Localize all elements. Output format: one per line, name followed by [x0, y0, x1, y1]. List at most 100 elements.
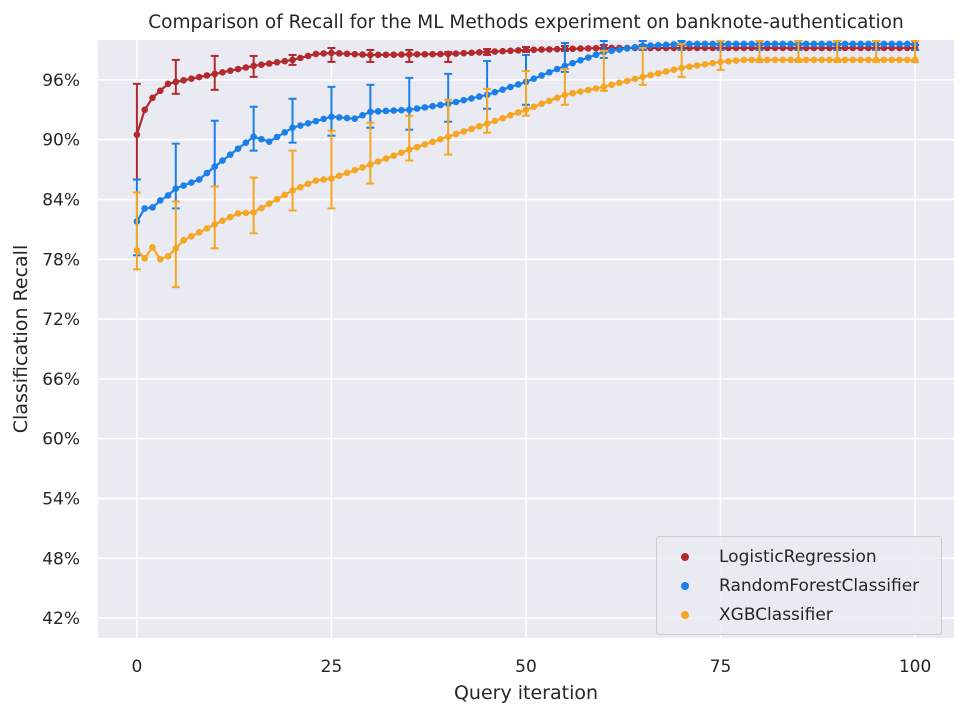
data-point [367, 51, 374, 59]
data-point [584, 45, 592, 52]
data-point [320, 176, 327, 183]
data-point [180, 76, 187, 84]
x-tick-label: 0 [131, 657, 142, 677]
data-point [258, 204, 265, 212]
data-point [592, 44, 600, 52]
data-point [180, 182, 187, 189]
data-point [188, 233, 195, 240]
data-point [763, 40, 771, 48]
data-point [312, 117, 320, 125]
x-tick-label: 75 [710, 657, 732, 677]
data-point [258, 61, 265, 69]
data-point [413, 105, 421, 112]
data-point [320, 50, 327, 57]
data-point [507, 83, 514, 91]
data-point [826, 56, 833, 64]
data-point [413, 143, 421, 151]
data-point [654, 69, 662, 77]
data-point [273, 133, 281, 141]
data-point [709, 59, 717, 67]
data-point [561, 91, 569, 99]
data-point [802, 56, 810, 64]
x-tick-label: 100 [899, 657, 931, 677]
data-point [258, 135, 265, 143]
data-point [662, 41, 670, 49]
data-point [872, 56, 880, 64]
data-point [888, 40, 896, 48]
data-point [328, 113, 335, 121]
x-tick-label: 25 [321, 657, 343, 677]
data-point [281, 129, 289, 136]
data-point [763, 56, 771, 64]
data-point [437, 101, 444, 109]
data-point [896, 56, 903, 64]
data-point [156, 87, 164, 95]
data-point [382, 51, 390, 59]
series-layer [132, 39, 920, 289]
data-point [312, 50, 320, 58]
data-point [304, 120, 312, 127]
data-point [857, 56, 864, 64]
data-point [289, 187, 296, 194]
data-point [538, 72, 545, 79]
y-tick-label: 90% [42, 131, 80, 151]
data-point [553, 45, 561, 53]
data-point [538, 100, 545, 108]
data-point [616, 46, 623, 53]
data-point [359, 111, 366, 119]
data-point [242, 209, 250, 217]
data-point [725, 40, 732, 48]
data-point [841, 56, 849, 64]
data-point [748, 56, 755, 64]
data-point [203, 169, 211, 177]
data-point [405, 146, 413, 153]
data-point [779, 40, 787, 48]
data-point [701, 40, 709, 48]
data-point [398, 149, 405, 156]
data-point [740, 56, 748, 64]
data-point [732, 57, 740, 64]
data-point [141, 106, 148, 114]
data-point [530, 103, 538, 111]
data-point [833, 56, 841, 64]
data-point [188, 179, 195, 186]
data-point [569, 45, 576, 53]
data-point [219, 217, 226, 225]
data-point [787, 56, 794, 64]
data-point [857, 40, 864, 48]
data-point [795, 56, 802, 64]
data-point [429, 50, 436, 58]
data-point [810, 40, 818, 48]
data-point [226, 213, 234, 221]
data-point [452, 130, 460, 138]
legend-item-xgbclassifier: XGBClassifier [657, 600, 941, 629]
data-point [802, 40, 810, 48]
data-point [647, 71, 654, 79]
data-point [670, 66, 678, 74]
data-point [546, 46, 553, 53]
data-point [538, 46, 545, 53]
data-point [779, 56, 787, 64]
data-point [203, 225, 211, 232]
data-point [374, 108, 382, 115]
data-point [623, 77, 631, 85]
data-point [211, 70, 219, 78]
data-point [592, 85, 600, 92]
data-point [265, 200, 273, 207]
data-point [250, 62, 257, 70]
data-point [483, 120, 491, 128]
data-point [654, 41, 662, 49]
data-point [250, 209, 257, 216]
data-point [219, 157, 226, 164]
data-point [569, 89, 576, 97]
data-point [717, 58, 724, 66]
data-point [499, 47, 506, 55]
data-point [398, 106, 405, 114]
data-point [896, 40, 903, 48]
data-point [242, 139, 250, 146]
data-point [382, 107, 390, 115]
chart-title: Comparison of Recall for the ML Methods … [148, 12, 903, 33]
data-point [367, 108, 374, 116]
data-point [390, 152, 398, 159]
